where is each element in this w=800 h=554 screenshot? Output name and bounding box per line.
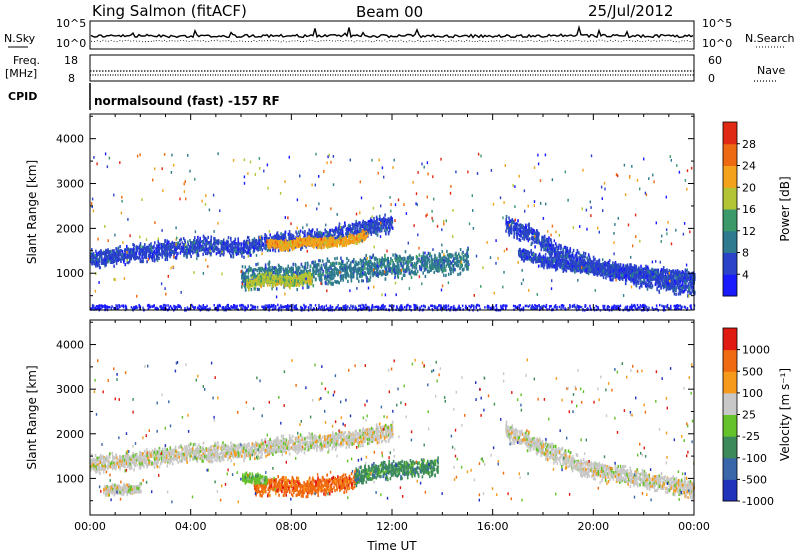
panel-velocity: 1000 2000 3000 4000 00:00 04:00 08:00 12:00 16:0… xyxy=(25,319,792,553)
freq-panel-frame xyxy=(89,54,695,82)
power-echo-band xyxy=(246,271,313,292)
colorbar-swatch xyxy=(723,457,737,480)
colorbar-tick-label: 8 xyxy=(742,247,749,260)
colorbar-tick-label: 20 xyxy=(742,181,756,194)
freq-label: Freq. xyxy=(13,54,40,67)
ytick-label: 4000 xyxy=(56,133,84,146)
cpid-label: CPID xyxy=(8,90,37,103)
nsky-label: N.Sky xyxy=(4,32,36,45)
nave-label: Nave xyxy=(757,64,785,77)
ytick-label: 4000 xyxy=(56,339,84,352)
xtick-label: 08:00 xyxy=(275,520,307,533)
colorbar-swatch xyxy=(723,252,737,275)
colorbar-swatch xyxy=(723,274,737,297)
ytick-label: 3000 xyxy=(56,178,84,191)
cpid-text: normalsound (fast) -157 RF xyxy=(94,94,280,108)
velocity-echo-band xyxy=(90,420,394,475)
colorbar-tick-label: 500 xyxy=(742,365,763,378)
freq-tick-top: 18 xyxy=(64,54,78,67)
xtick-label: 16:00 xyxy=(477,520,509,533)
xtick-label: 04:00 xyxy=(175,520,207,533)
colorbar-tick-label: 4 xyxy=(742,268,749,281)
panel-power: 1000 2000 3000 4000 Slant Range [km] 4 8 12 16 20… xyxy=(25,113,792,312)
power-colorbar: 4 8 12 16 20 24 28 Power [dB] xyxy=(722,121,792,297)
velocity-echo-band xyxy=(103,482,142,497)
colorbar-tick-label: -500 xyxy=(742,473,767,486)
nave-tick-top: 60 xyxy=(708,54,722,67)
nsearch-trace xyxy=(91,39,694,43)
y-axis-label: Slant Range [km] xyxy=(25,365,39,469)
colorbar-tick-label: 100 xyxy=(742,387,763,400)
xtick-label: 00:00 xyxy=(74,520,106,533)
colorbar-swatch xyxy=(723,165,737,188)
colorbar-swatch xyxy=(723,392,737,415)
freq-tick-bottom: 8 xyxy=(68,72,75,85)
xtick-label: 12:00 xyxy=(376,520,408,533)
colorbar-swatch xyxy=(723,187,737,210)
freq-unit-label: [MHz] xyxy=(5,67,37,80)
velocity-colorbar: 1000 500 100 25 -25 -100 -500 -1000 Velocity [m … xyxy=(722,327,792,508)
panel-velocity-frame xyxy=(89,319,695,516)
colorbar-tick-label: -100 xyxy=(742,452,767,465)
colorbar-swatch xyxy=(723,122,737,145)
colorbar-swatch xyxy=(723,479,737,502)
velocity-echo-band xyxy=(505,420,695,500)
nsky-trace xyxy=(90,24,694,39)
power-echo-band xyxy=(266,229,369,253)
colorbar-tick-label: 16 xyxy=(742,203,756,216)
velocity-echo-band xyxy=(241,471,268,486)
nsearch-tick-bottom: 10^0 xyxy=(702,37,732,50)
velocity-echo-band xyxy=(354,456,439,488)
nsky-tick-bottom: 10^0 xyxy=(56,37,86,50)
power-echo-band xyxy=(517,247,696,286)
nsearch-tick-top: 10^5 xyxy=(702,17,732,30)
ytick-label: 1000 xyxy=(56,472,84,485)
x-axis-label: Time UT xyxy=(366,539,417,553)
colorbar-swatch xyxy=(723,328,737,351)
y-axis-label: Slant Range [km] xyxy=(25,160,39,264)
colorbar-swatch xyxy=(723,371,737,394)
xtick-label: 20:00 xyxy=(577,520,609,533)
colorbar-label: Velocity [m s⁻¹] xyxy=(778,368,792,461)
nsearch-label: N.Search xyxy=(745,32,795,45)
power-echo-band xyxy=(90,213,394,270)
xtick-label: 00:00 xyxy=(678,520,710,533)
colorbar-tick-label: -25 xyxy=(742,430,760,443)
colorbar-tick-label: 12 xyxy=(742,225,756,238)
colorbar-tick-label: 25 xyxy=(742,409,756,422)
ytick-label: 1000 xyxy=(56,267,84,280)
velocity-sparse-echoes xyxy=(93,358,695,504)
station-title: King Salmon (fitACF) xyxy=(92,2,247,20)
ytick-label: 3000 xyxy=(56,383,84,396)
colorbar-swatch xyxy=(723,349,737,372)
colorbar-swatch xyxy=(723,436,737,459)
colorbar-swatch xyxy=(723,414,737,437)
date-title: 25/Jul/2012 xyxy=(588,2,673,20)
colorbar-swatch xyxy=(723,209,737,232)
colorbar-label: Power [dB] xyxy=(778,176,792,241)
nave-tick-bottom: 0 xyxy=(708,72,715,85)
colorbar-tick-label: -1000 xyxy=(742,495,774,508)
nsky-tick-top: 10^5 xyxy=(56,17,86,30)
velocity-echo-band xyxy=(253,471,356,499)
beam-title: Beam 00 xyxy=(356,3,423,21)
colorbar-tick-label: 24 xyxy=(742,160,756,173)
colorbar-tick-label: 1000 xyxy=(742,344,770,357)
colorbar-swatch xyxy=(723,143,737,166)
colorbar-tick-label: 28 xyxy=(742,138,756,151)
ytick-label: 2000 xyxy=(56,222,84,235)
colorbar-swatch xyxy=(723,230,737,253)
power-sparse-echoes xyxy=(90,152,693,299)
nsky-panel-frame xyxy=(89,20,695,50)
ytick-label: 2000 xyxy=(56,428,84,441)
